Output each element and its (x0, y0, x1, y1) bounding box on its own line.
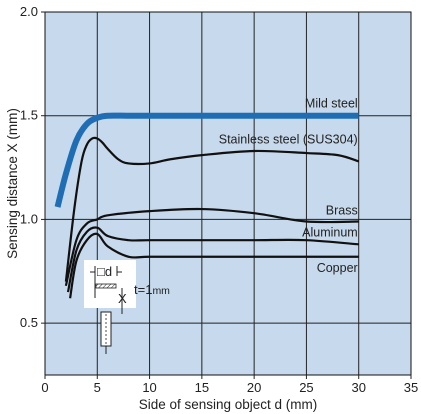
series-label-1: Mild steel (305, 97, 358, 111)
x-ticks: 0 5 10 15 20 25 30 35 (41, 375, 418, 395)
series-label-2: Stainless steel (SUS304) (219, 132, 358, 146)
series-line-3 (64, 207, 359, 287)
x-tick-label: 30 (351, 380, 365, 395)
series-line-5 (69, 232, 359, 299)
sensor-diagram: □d X t=1mm (84, 260, 170, 354)
x-tick-label: 0 (41, 380, 48, 395)
x-tick-label: 35 (404, 380, 418, 395)
x-tick-label: 20 (247, 380, 261, 395)
y-tick-label: 2.0 (20, 4, 38, 19)
series-label-4: Aluminum (302, 225, 358, 239)
y-tick-label: 1.5 (20, 108, 38, 123)
thickness-unit: mm (152, 285, 170, 297)
series-line-4 (66, 226, 359, 293)
y-tick-label: 1.0 (20, 211, 38, 226)
x-tick-label: 15 (195, 380, 209, 395)
series-label-3: Brass (326, 204, 358, 218)
series-labels: Mild steel Stainless steel (SUS304) Brass A… (219, 97, 358, 275)
x-tick-label: 10 (142, 380, 156, 395)
y-axis-title: Sensing distance X (mm) (5, 108, 20, 259)
series-group (54, 112, 360, 299)
y-tick-label: 0.5 (20, 315, 38, 330)
x-tick-label: 25 (299, 380, 313, 395)
x-axis-title: Side of sensing object d (mm) (139, 397, 318, 412)
plot-border (44, 11, 412, 376)
target-plate (95, 283, 117, 289)
series-line-2 (64, 136, 360, 282)
x-tick-label: 5 (94, 380, 101, 395)
series-label-5: Copper (317, 261, 358, 275)
sensor-body (100, 311, 112, 347)
y-ticks: 0.5 1.0 1.5 2.0 (20, 4, 45, 330)
plot-area (45, 12, 411, 375)
distance-label: X (118, 291, 127, 306)
square-size-label: □d (97, 264, 112, 279)
thickness-label: t=1mm (134, 282, 170, 297)
series-line-1 (54, 112, 359, 208)
thickness-value: t=1 (134, 282, 152, 297)
